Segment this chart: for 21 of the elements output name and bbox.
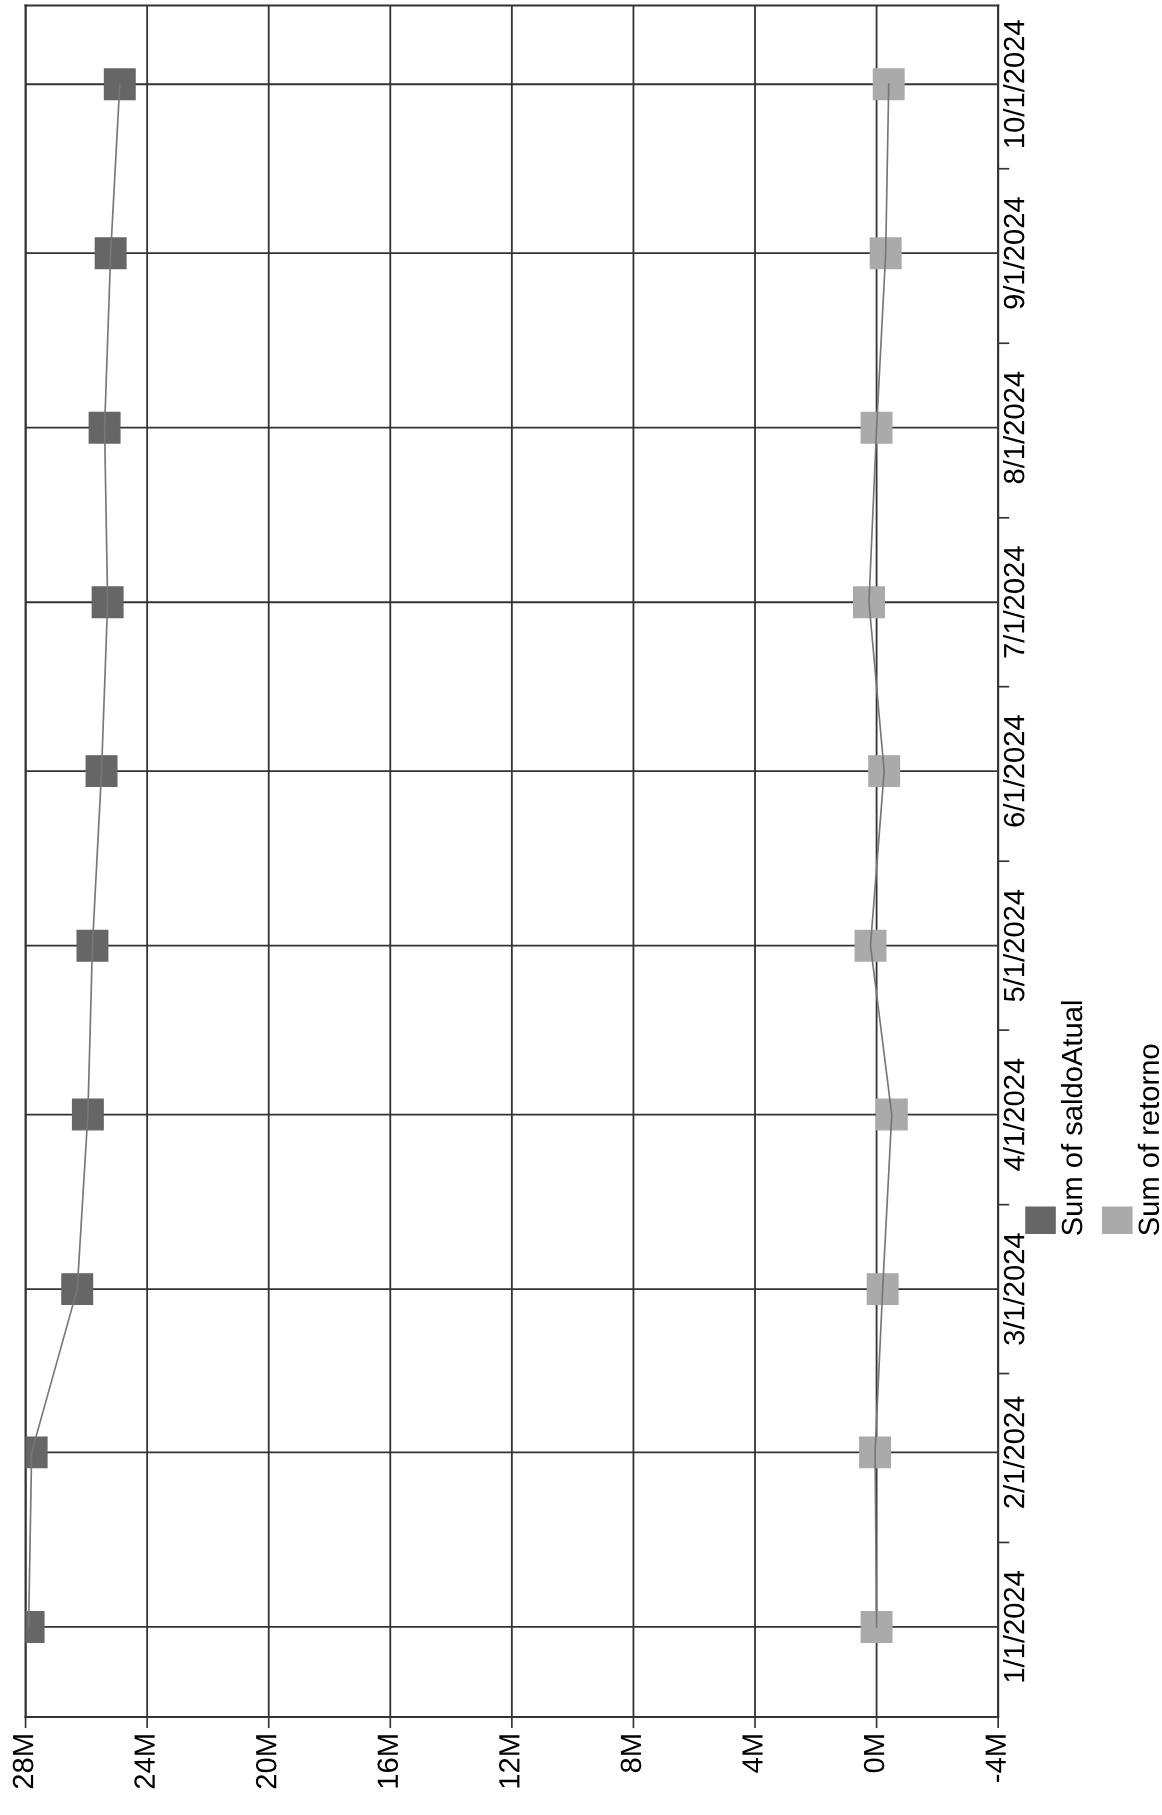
y-tick-label: 4/1/2024 xyxy=(1003,1058,1025,1171)
y-tick-label: 5/1/2024 xyxy=(1003,889,1025,1002)
y-tick-label: 1/1/2024 xyxy=(1003,1570,1025,1682)
x-tick-label: 24M xyxy=(134,1735,155,1789)
y-tick-label: 2/1/2024 xyxy=(1003,1396,1025,1508)
y-tick-label: 8/1/2024 xyxy=(1003,371,1025,484)
y-tick-label: 9/1/2024 xyxy=(1003,197,1025,309)
y-tick-label: 6/1/2024 xyxy=(1003,715,1025,827)
x-tick-label: 28M xyxy=(12,1735,34,1789)
x-tick-label: 20M xyxy=(255,1735,277,1789)
x-tick-label: 8M xyxy=(620,1735,642,1773)
x-tick-label: -4M xyxy=(985,1735,1006,1782)
y-tick-label: 10/1/2024 xyxy=(1003,20,1025,147)
x-tick-label: 0M xyxy=(863,1735,885,1773)
text: Sum of retorno xyxy=(1137,1044,1160,1235)
x-tick-label: 16M xyxy=(377,1735,399,1788)
y-tick-label: 3/1/2024 xyxy=(1003,1233,1025,1345)
x-tick-label: 12M xyxy=(499,1735,520,1788)
x-tick-label: 4M xyxy=(742,1735,763,1773)
y-tick-label: 7/1/2024 xyxy=(1003,546,1025,658)
text: Sum of saldoAtual xyxy=(1060,1001,1083,1235)
